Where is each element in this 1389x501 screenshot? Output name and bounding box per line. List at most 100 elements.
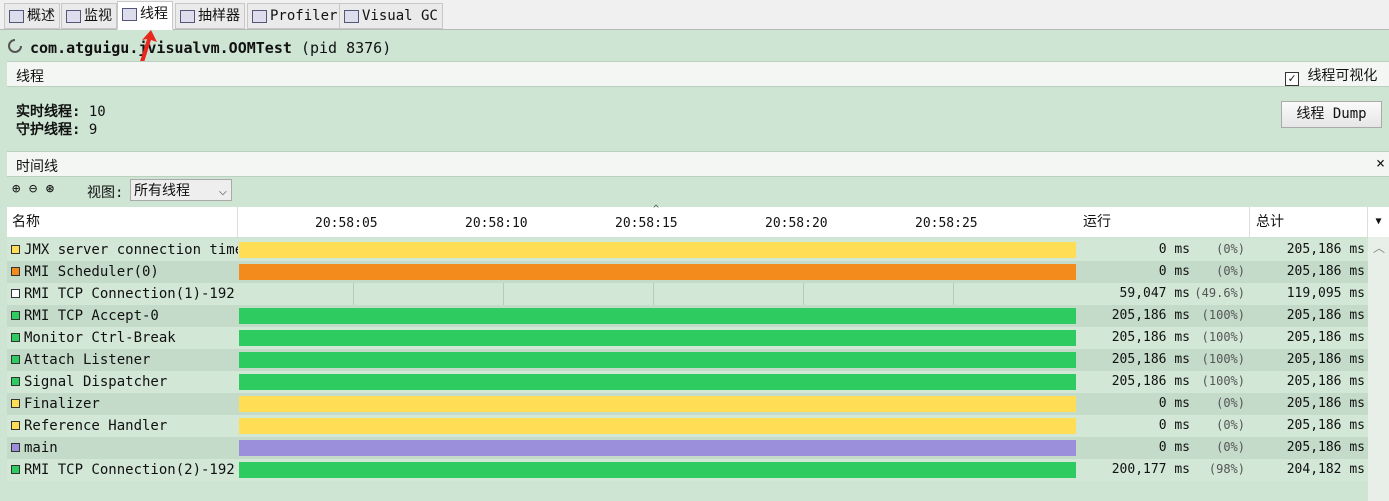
app-title: com.atguigu.jvisualvm.OOMTest bbox=[30, 39, 292, 57]
run-percent: (49.6%) bbox=[1194, 286, 1245, 300]
view-select-value: 所有线程 bbox=[134, 183, 190, 199]
timeline-grid-line bbox=[653, 283, 654, 305]
tab[interactable]: 抽样器 bbox=[175, 3, 245, 29]
tab[interactable]: 监视 bbox=[61, 3, 117, 29]
thread-row: Reference Handler 0 ms (0%) 205,186 ms bbox=[7, 415, 1368, 437]
total-time: 205,186 ms bbox=[1286, 396, 1365, 411]
run-percent: (0%) bbox=[1216, 440, 1245, 454]
visualize-checkbox[interactable]: ✓ 线程可视化 bbox=[1285, 65, 1377, 86]
timeline-grid-line bbox=[353, 283, 354, 305]
total-time: 205,186 ms bbox=[1286, 308, 1365, 323]
run-percent: (98%) bbox=[1208, 462, 1245, 476]
thread-row: main 0 ms (0%) 205,186 ms bbox=[7, 437, 1368, 459]
run-time: 0 ms bbox=[1158, 264, 1190, 279]
thread-timeline-bar bbox=[239, 440, 1076, 456]
thread-row: Signal Dispatcher 205,186 ms (100%) 205,186… bbox=[7, 371, 1368, 393]
thread-table: 名称 运行 总计 ▼ ^ 20:58:05 20:58:10 20:58:15 20:58:20… bbox=[7, 204, 1389, 501]
thread-state-icon bbox=[11, 311, 20, 320]
tab-label: Profiler bbox=[270, 8, 338, 24]
run-header: 运行 bbox=[1077, 207, 1250, 237]
run-percent: (100%) bbox=[1201, 352, 1245, 366]
thread-state-icon bbox=[11, 377, 20, 386]
thread-name: RMI TCP Connection(2)-192.1 bbox=[24, 462, 238, 478]
run-percent: (0%) bbox=[1216, 242, 1245, 256]
thread-state-icon bbox=[11, 267, 20, 276]
run-percent: (100%) bbox=[1201, 374, 1245, 388]
tab[interactable]: 概述 bbox=[4, 3, 60, 29]
thread-state-icon bbox=[11, 399, 20, 408]
zoom-in[interactable]: ⊕ bbox=[12, 181, 21, 197]
sort-indicator: ^ bbox=[653, 204, 660, 215]
time-tick-label: 20:58:15 bbox=[615, 216, 678, 231]
run-time: 0 ms bbox=[1158, 440, 1190, 455]
run-time: 0 ms bbox=[1158, 242, 1190, 257]
thread-name: Finalizer bbox=[24, 396, 100, 412]
thread-state-icon bbox=[11, 289, 20, 298]
timeline-title: 时间线 bbox=[16, 159, 58, 175]
thread-stats: 实时线程: 10 守护线程: 9 bbox=[16, 103, 106, 139]
total-time: 204,182 ms bbox=[1286, 462, 1365, 477]
thread-timeline-bar bbox=[239, 352, 1076, 368]
thread-timeline-bar bbox=[239, 330, 1076, 346]
timeline-grid-line bbox=[803, 283, 804, 305]
thread-name: Signal Dispatcher bbox=[24, 374, 168, 390]
daemon-value: 9 bbox=[88, 122, 98, 138]
timeline-grid-line bbox=[503, 283, 504, 305]
tab-label: Visual GC bbox=[362, 8, 438, 24]
timeline-header bbox=[238, 207, 1078, 237]
thread-dump-button[interactable]: 线程 Dump bbox=[1281, 101, 1382, 128]
scroll-up[interactable]: ︿ bbox=[1373, 241, 1386, 255]
thread-timeline-bar bbox=[239, 396, 1076, 412]
total-header: 总计 bbox=[1250, 207, 1368, 237]
total-time: 119,095 ms bbox=[1286, 286, 1365, 301]
checkbox-label: 线程可视化 bbox=[1307, 68, 1378, 84]
thread-timeline-bar bbox=[239, 242, 1076, 258]
thread-state-icon bbox=[11, 333, 20, 342]
thread-name: Attach Listener bbox=[24, 352, 151, 368]
tab[interactable]: Visual GC bbox=[339, 3, 443, 29]
run-percent: (0%) bbox=[1216, 418, 1245, 432]
thread-name: RMI Scheduler(0) bbox=[24, 264, 159, 280]
thread-state-icon bbox=[11, 245, 20, 254]
loading-icon bbox=[8, 39, 22, 53]
thread-name: RMI TCP Accept-0 bbox=[24, 308, 159, 324]
zoom-buttons: ⊕ ⊖ ⊛ bbox=[12, 181, 54, 197]
section-bar: 线程 ✓ 线程可视化 bbox=[7, 61, 1389, 87]
thread-row: JMX server connection timec 0 ms (0%) 205,1… bbox=[7, 239, 1368, 261]
tab[interactable]: Profiler bbox=[247, 3, 343, 29]
thread-row: RMI TCP Connection(1)-192.1 59,047 ms (49.… bbox=[7, 283, 1368, 305]
column-menu[interactable]: ▼ bbox=[1368, 207, 1389, 237]
thread-name: JMX server connection timec bbox=[24, 242, 238, 258]
tab-bar: 概述 监视 线程 抽样器 Profiler Visual GC bbox=[0, 0, 1389, 30]
thread-row: Monitor Ctrl-Break 205,186 ms (100%) 205,18… bbox=[7, 327, 1368, 349]
total-time: 205,186 ms bbox=[1286, 330, 1365, 345]
close-button[interactable]: × bbox=[1376, 154, 1386, 172]
run-percent: (0%) bbox=[1216, 396, 1245, 410]
live-label: 实时线程: bbox=[16, 104, 81, 120]
thread-state-icon bbox=[11, 421, 20, 430]
total-time: 205,186 ms bbox=[1286, 242, 1365, 257]
tab-label: 监视 bbox=[84, 8, 112, 24]
view-select[interactable]: 所有线程 ⌵ bbox=[130, 179, 232, 201]
run-percent: (100%) bbox=[1201, 330, 1245, 344]
total-time: 205,186 ms bbox=[1286, 264, 1365, 279]
tab[interactable]: 线程 bbox=[117, 1, 173, 30]
thread-state-icon bbox=[11, 465, 20, 474]
thread-timeline-bar bbox=[239, 418, 1076, 434]
time-tick-label: 20:58:25 bbox=[915, 216, 978, 231]
thread-timeline-bar bbox=[239, 308, 1076, 324]
time-tick-label: 20:58:05 bbox=[315, 216, 378, 231]
zoom-out[interactable]: ⊖ bbox=[28, 181, 38, 197]
name-header: 名称 bbox=[7, 207, 238, 237]
daemon-label: 守护线程: bbox=[16, 122, 81, 138]
zoom-fit[interactable]: ⊛ bbox=[45, 181, 55, 197]
thread-row: RMI TCP Connection(2)-192.1 200,177 ms (98… bbox=[7, 459, 1368, 481]
run-time: 205,186 ms bbox=[1111, 374, 1190, 389]
thread-name: Reference Handler bbox=[24, 418, 168, 434]
run-time: 0 ms bbox=[1158, 396, 1190, 411]
app-header: com.atguigu.jvisualvm.OOMTest (pid 8376) bbox=[30, 39, 391, 57]
thread-row: RMI Scheduler(0) 0 ms (0%) 205,186 ms bbox=[7, 261, 1368, 283]
thread-state-icon bbox=[11, 355, 20, 364]
thread-timeline-bar bbox=[239, 374, 1076, 390]
